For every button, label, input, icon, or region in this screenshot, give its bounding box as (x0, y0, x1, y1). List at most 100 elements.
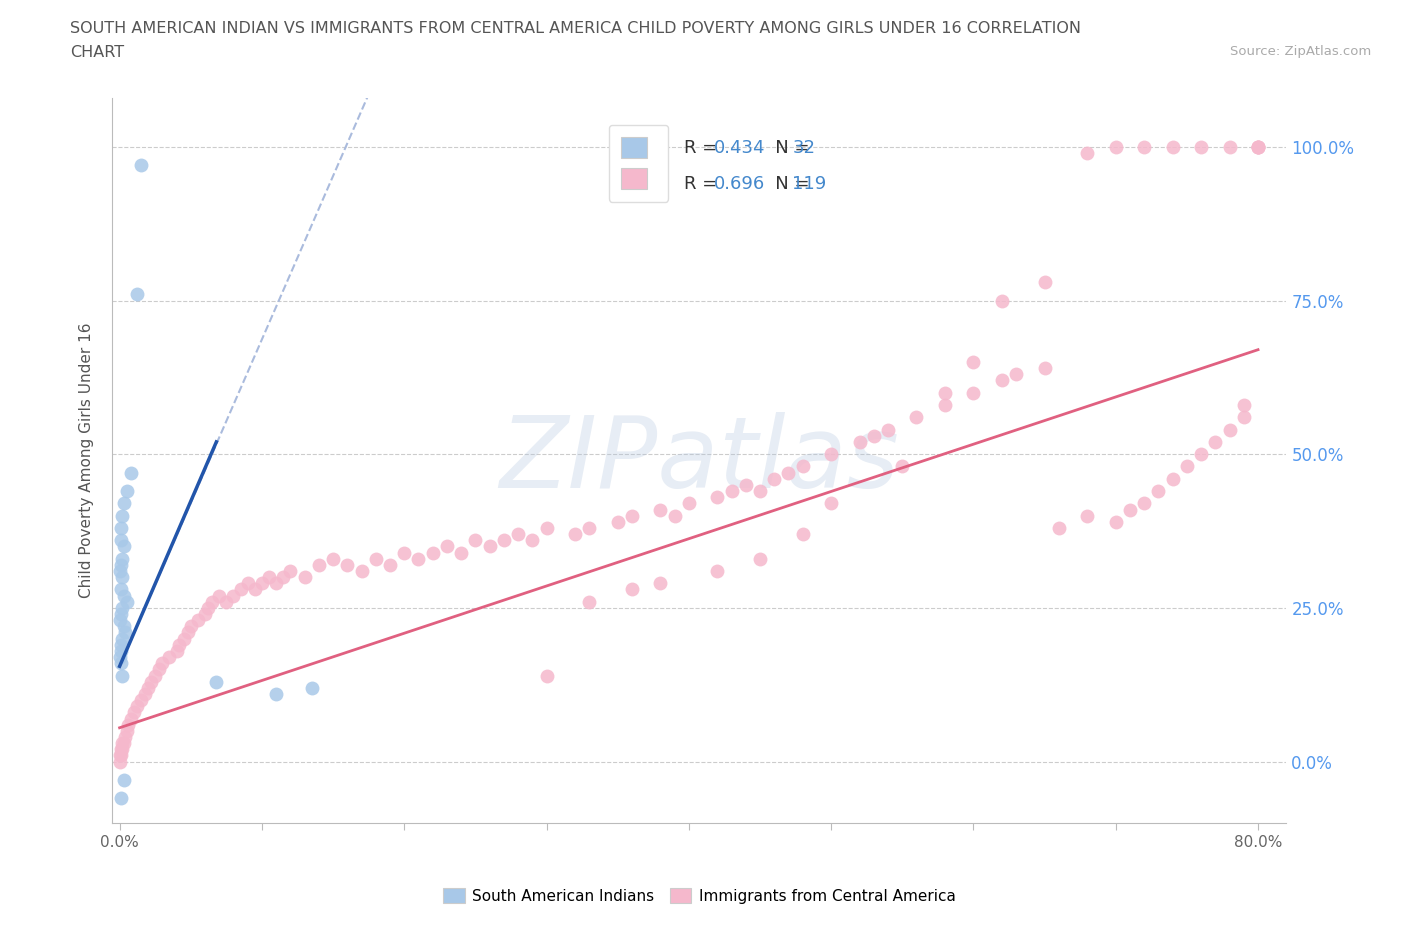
Point (110, 557, 132, 572)
Point (536, 668, 558, 683)
Point (110, 606, 132, 621)
Point (112, 588, 135, 603)
Point (110, 742, 132, 757)
Point (378, 557, 401, 572)
Point (112, 618, 135, 633)
Point (1189, 446, 1212, 461)
Point (201, 594, 224, 609)
Point (1076, 508, 1098, 523)
Point (991, 373, 1014, 388)
Point (111, 570, 134, 585)
Point (150, 656, 173, 671)
Point (1247, 140, 1270, 154)
Point (1189, 140, 1212, 154)
Point (229, 582, 252, 597)
Point (110, 791, 132, 806)
Point (1047, 521, 1070, 536)
Text: 0.434: 0.434 (714, 139, 765, 157)
Point (120, 465, 142, 480)
Point (763, 472, 786, 486)
Point (115, 594, 138, 609)
Point (243, 582, 266, 597)
Point (1247, 140, 1270, 154)
Point (664, 508, 686, 523)
Point (991, 293, 1014, 308)
Point (1247, 140, 1270, 154)
Point (564, 526, 586, 541)
Point (792, 459, 814, 474)
Text: 119: 119 (792, 175, 827, 193)
Point (108, 748, 131, 763)
Point (1105, 140, 1128, 154)
Text: R =: R = (685, 139, 723, 157)
Point (706, 564, 728, 578)
Point (536, 521, 558, 536)
Point (522, 533, 544, 548)
Point (848, 434, 870, 449)
Text: CHART: CHART (70, 45, 124, 60)
Point (392, 545, 415, 560)
Point (111, 508, 134, 523)
Point (148, 662, 170, 677)
Point (1175, 459, 1198, 474)
Point (1147, 484, 1170, 498)
Point (1005, 366, 1028, 381)
Point (112, 773, 135, 788)
Point (110, 644, 132, 658)
Point (110, 637, 132, 652)
Point (820, 446, 842, 461)
Text: SOUTH AMERICAN INDIAN VS IMMIGRANTS FROM CENTRAL AMERICA CHILD POVERTY AMONG GIR: SOUTH AMERICAN INDIAN VS IMMIGRANTS FROM… (70, 21, 1081, 36)
Point (111, 668, 134, 683)
Point (364, 551, 387, 566)
Point (706, 490, 728, 505)
Point (177, 625, 200, 640)
Text: Source: ZipAtlas.com: Source: ZipAtlas.com (1230, 45, 1371, 58)
Point (205, 674, 228, 689)
Point (114, 729, 136, 744)
Point (111, 736, 134, 751)
Point (139, 674, 162, 689)
Text: N =: N = (758, 175, 815, 193)
Point (506, 526, 529, 541)
Point (1219, 140, 1241, 154)
Point (114, 625, 136, 640)
Point (308, 557, 330, 572)
Point (115, 484, 138, 498)
Point (110, 748, 132, 763)
Point (112, 736, 135, 751)
Point (1233, 410, 1256, 425)
Point (187, 613, 209, 628)
Point (336, 557, 359, 572)
Point (301, 681, 323, 696)
Point (606, 514, 628, 529)
Point (129, 158, 152, 173)
Point (678, 496, 700, 511)
Point (108, 754, 131, 769)
Point (905, 410, 928, 425)
Point (125, 287, 148, 302)
Point (110, 521, 132, 536)
Point (222, 588, 245, 603)
Point (125, 698, 148, 713)
Point (264, 576, 287, 591)
Point (134, 686, 156, 701)
Text: 0.696: 0.696 (714, 175, 765, 193)
Point (934, 398, 956, 413)
Point (136, 681, 159, 696)
Point (1033, 274, 1056, 289)
Point (792, 526, 814, 541)
Point (350, 564, 373, 578)
Point (650, 576, 672, 591)
Legend: South American Indians, Immigrants from Central America: South American Indians, Immigrants from … (437, 882, 962, 910)
Point (110, 656, 132, 671)
Point (1033, 361, 1056, 376)
Point (1133, 496, 1156, 511)
Point (115, 724, 138, 738)
Text: N =: N = (758, 139, 815, 157)
Point (111, 601, 134, 616)
Point (1161, 140, 1184, 154)
Point (197, 601, 219, 616)
Point (117, 717, 139, 732)
Point (1219, 422, 1241, 437)
Point (166, 644, 188, 658)
